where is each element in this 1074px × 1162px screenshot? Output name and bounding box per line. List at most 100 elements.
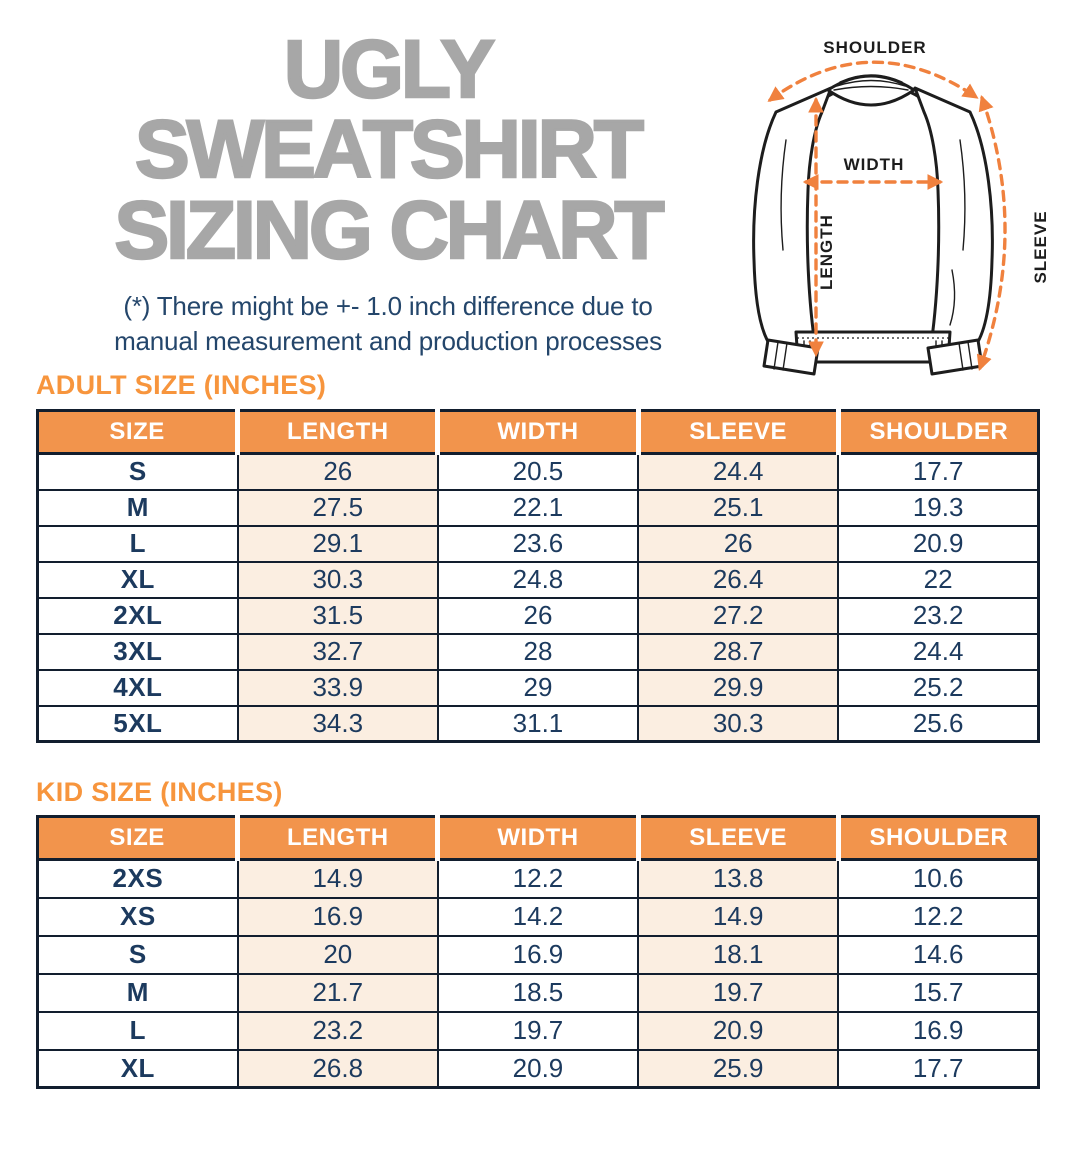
value-cell: 20.9 [436,1048,640,1089]
page-title: UGLY SWEATSHIRT SIZING CHART [34,27,742,272]
left-cuff-ribs [773,341,788,371]
value-cell: 20.9 [637,1010,840,1051]
column-header: LENGTH [235,816,438,861]
value-cell: 34.3 [236,704,439,743]
value-cell: 13.8 [637,858,840,899]
value-cell: 26 [436,596,640,635]
kid-table-body: 2XS 14.9 12.2 13.8 10.6 XS 16.9 14.2 14.9 12.2 S 20… [36,858,1040,1089]
value-cell: 14.9 [236,858,439,899]
header-row: SIZE LENGTH WIDTH SLEEVE SHOULDER [37,410,1039,455]
value-cell: 20.5 [436,452,640,491]
table-row: M 21.7 18.5 19.7 15.7 [36,972,1040,1013]
value-cell: 33.9 [236,668,439,707]
value-cell: 31.1 [436,704,640,743]
value-cell: 18.1 [637,934,840,975]
value-cell: 15.7 [837,972,1040,1013]
size-cell: L [36,1010,239,1051]
value-cell: 19.7 [436,1010,640,1051]
value-cell: 16.9 [236,896,439,937]
value-cell: 23.6 [436,524,640,563]
collar-stitch [831,92,911,106]
right-sleeve-fold [949,269,956,326]
size-cell: 3XL [36,632,239,671]
column-header: SLEEVE [635,410,839,455]
value-cell: 25.6 [837,704,1040,743]
table-row: 5XL 34.3 31.1 30.3 25.6 [36,704,1040,743]
column-header: SHOULDER [835,410,1039,455]
value-cell: 23.2 [236,1010,439,1051]
width-label: WIDTH [844,155,905,174]
value-cell: 16.9 [436,934,640,975]
disclaimer-line2: manual measurement and production proces… [114,326,662,357]
adult-size-table: SIZE LENGTH WIDTH SLEEVE SHOULDER S 26 20.5 24.… [36,409,1040,743]
size-cell: 2XS [36,858,239,899]
column-header: SLEEVE [635,816,839,861]
table-row: 2XL 31.5 26 27.2 23.2 [36,596,1040,635]
size-cell: XS [36,896,239,937]
length-label: LENGTH [817,214,836,290]
value-cell: 25.9 [637,1048,840,1089]
value-cell: 10.6 [837,858,1040,899]
table-row: XS 16.9 14.2 14.9 12.2 [36,896,1040,937]
disclaimer-text: (*) There might be +- 1.0 inch differenc… [34,289,742,359]
size-cell: 2XL [36,596,239,635]
kid-size-heading: KID SIZE (INCHES) [36,777,283,807]
size-cell: S [36,452,239,491]
value-cell: 24.4 [837,632,1040,671]
value-cell: 14.2 [436,896,640,937]
column-header: SIZE [37,816,238,861]
value-cell: 25.1 [637,488,840,527]
table-row: 3XL 32.7 28 28.7 24.4 [36,632,1040,671]
column-header: SHOULDER [835,816,1039,861]
right-cuff-ribs [958,341,973,371]
sleeve-arrow [976,95,1007,371]
value-cell: 16.9 [837,1010,1040,1051]
value-cell: 17.7 [837,1048,1040,1089]
value-cell: 24.4 [637,452,840,491]
adult-size-heading: ADULT SIZE (INCHES) [36,370,327,400]
value-cell: 30.3 [236,560,439,599]
shoulder-label: SHOULDER [823,38,926,57]
value-cell: 20.9 [837,524,1040,563]
shoulder-arrow [767,60,979,102]
value-cell: 29.9 [637,668,840,707]
column-header: SIZE [37,410,238,455]
value-cell: 25.2 [837,668,1040,707]
size-cell: XL [36,560,239,599]
table-row: S 20 16.9 18.1 14.6 [36,934,1040,975]
value-cell: 23.2 [837,596,1040,635]
kid-size-table: SIZE LENGTH WIDTH SLEEVE SHOULDER 2XS 14.9 12.… [36,815,1040,1089]
collar-rib-1 [839,74,903,83]
value-cell: 17.7 [837,452,1040,491]
value-cell: 30.3 [637,704,840,743]
column-header: LENGTH [235,410,438,455]
table-row: L 23.2 19.7 20.9 16.9 [36,1010,1040,1051]
table-row: S 26 20.5 24.4 17.7 [36,452,1040,491]
value-cell: 29 [436,668,640,707]
size-cell: 4XL [36,668,239,707]
column-header: WIDTH [435,816,639,861]
value-cell: 19.3 [837,488,1040,527]
value-cell: 26.8 [236,1048,439,1089]
sweatshirt-illustration: SHOULDER WIDTH LENGTH SLEEVE [752,38,1050,376]
adult-table-body: S 26 20.5 24.4 17.7 M 27.5 22.1 25.1 19.3 L 29.1 23.… [36,452,1040,743]
size-cell: S [36,934,239,975]
value-cell: 32.7 [236,632,439,671]
column-header: WIDTH [435,410,639,455]
value-cell: 19.7 [637,972,840,1013]
left-sleeve-crease [780,139,787,251]
value-cell: 14.6 [837,934,1040,975]
size-cell: M [36,488,239,527]
table-row: 4XL 33.9 29 29.9 25.2 [36,668,1040,707]
value-cell: 31.5 [236,596,439,635]
value-cell: 26 [236,452,439,491]
value-cell: 12.2 [837,896,1040,937]
value-cell: 29.1 [236,524,439,563]
size-cell: XL [36,1048,239,1089]
table-row: M 27.5 22.1 25.1 19.3 [36,488,1040,527]
value-cell: 22.1 [436,488,640,527]
kid-table-header: SIZE LENGTH WIDTH SLEEVE SHOULDER [37,816,1039,861]
header-row: SIZE LENGTH WIDTH SLEEVE SHOULDER [37,816,1039,861]
right-sleeve-crease [959,139,966,251]
